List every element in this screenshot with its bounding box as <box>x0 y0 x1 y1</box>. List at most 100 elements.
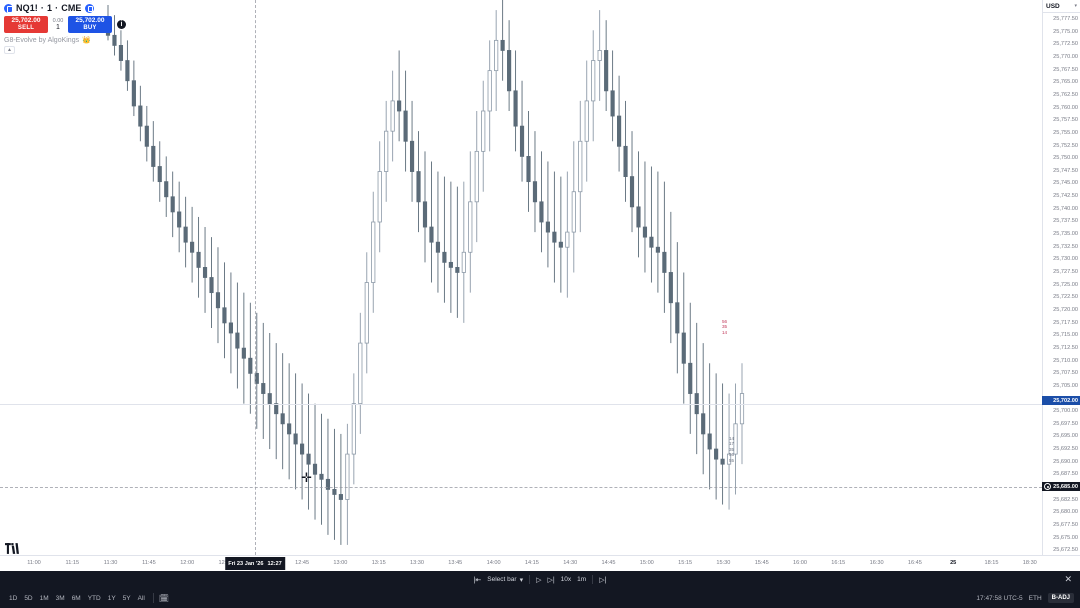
timeframe-all[interactable]: All <box>137 594 145 602</box>
timeframe-5d[interactable]: 5D <box>24 594 33 602</box>
buy-label: BUY <box>83 24 97 31</box>
select-bar-button[interactable]: Select bar ▾ <box>487 576 523 584</box>
price-tick: 25,680.00 <box>1053 509 1078 516</box>
bid-volume-value: 56 <box>729 452 735 458</box>
symbol-logo-icon <box>4 3 13 13</box>
timeframe-list: 1D 5D 1M 3M 6M YTD 1Y 5Y All <box>6 593 148 604</box>
time-tick: 13:15 <box>371 560 386 566</box>
symbol-ticker[interactable]: NQ1! <box>16 3 38 13</box>
crosshair-time: 12:27 <box>267 560 282 567</box>
legend-collapse-button[interactable]: ▲ <box>4 46 15 54</box>
spread-value: 0.00 <box>52 17 64 24</box>
chart-legend: NQ1! · 1 · CME 25,702.00 SELL 0.00 1 25,… <box>4 2 126 54</box>
price-tick: 25,732.50 <box>1053 243 1078 250</box>
time-tick: 11:15 <box>65 560 80 566</box>
chart-canvas[interactable]: ✛ 56 35 14 14 17 35 56 55 NQ1! · 1 · CME <box>0 0 1042 555</box>
symbol-row[interactable]: NQ1! · 1 · CME <box>4 2 126 14</box>
price-axis[interactable]: USD ▾ 25,777.50 25,775.00 25,772.50 25,770.… <box>1042 0 1080 555</box>
time-tick: 11:30 <box>103 560 118 566</box>
price-tick: 25,695.00 <box>1053 433 1078 440</box>
jump-to-start-icon[interactable]: |⇤ <box>473 576 482 584</box>
crown-icon: 👑 <box>82 37 91 44</box>
calendar-icon[interactable]: 🗓 <box>158 593 170 603</box>
crosshair-time-label: Fri 23 Jan '26 12:27 <box>225 557 285 570</box>
time-tick: 18:30 <box>1022 560 1037 566</box>
play-icon[interactable]: ▷ <box>536 576 542 584</box>
tv-logo-icon <box>5 543 19 554</box>
order-quantity[interactable]: 1 <box>56 23 60 31</box>
time-tick: 16:45 <box>907 560 922 566</box>
time-tick: 15:00 <box>639 560 654 566</box>
symbol-exchange: CME <box>61 3 82 13</box>
timeframe-6m[interactable]: 6M <box>71 594 81 602</box>
timeframe-1m[interactable]: 1M <box>39 594 49 602</box>
price-tick: 25,687.50 <box>1053 471 1078 478</box>
time-tick: 11:00 <box>27 560 41 566</box>
time-tick: 12:00 <box>180 560 195 566</box>
time-tick: 14:15 <box>524 560 539 566</box>
timeframe-ytd[interactable]: YTD <box>87 594 101 602</box>
price-tick: 25,752.50 <box>1053 142 1078 149</box>
crosshair-date: Fri 23 Jan '26 <box>228 560 264 567</box>
timeframe-1y[interactable]: 1Y <box>107 594 116 602</box>
jump-to-end-icon[interactable]: ▷| <box>599 576 607 584</box>
price-tick: 25,677.50 <box>1053 522 1078 528</box>
last-price-value: 25,702.00 <box>1053 397 1078 404</box>
price-tick: 25,672.50 <box>1053 547 1078 554</box>
symbol-interval[interactable]: 1 <box>47 3 53 13</box>
price-tick: 25,717.50 <box>1053 319 1078 326</box>
price-tick: 25,757.50 <box>1053 117 1078 124</box>
time-tick: 15:45 <box>754 560 769 566</box>
time-tick: 14:45 <box>601 560 616 566</box>
price-tick: 25,725.00 <box>1053 281 1078 288</box>
sell-button[interactable]: 25,702.00 SELL <box>4 16 48 33</box>
price-tick: 25,705.00 <box>1053 382 1078 389</box>
info-icon[interactable]: i <box>117 20 126 29</box>
price-tick: 25,675.00 <box>1053 534 1078 541</box>
indicator-brand-row[interactable]: G8-Evolve by AlgoKings 👑 <box>4 36 126 45</box>
close-icon[interactable]: ✕ <box>1064 574 1072 584</box>
time-tick: 13:30 <box>410 560 424 566</box>
timeframe-1d[interactable]: 1D <box>9 594 18 602</box>
playback-resolution-button[interactable]: 1m <box>577 576 587 583</box>
price-tick: 25,770.00 <box>1053 53 1078 60</box>
crosshair-price-label: 25,685.00 <box>1042 482 1080 491</box>
price-tick: 25,740.00 <box>1053 205 1078 212</box>
price-tick: 25,750.00 <box>1053 155 1078 162</box>
currency-selector[interactable]: USD ▾ <box>1043 0 1080 13</box>
source-badge-icon[interactable] <box>84 3 94 13</box>
adjustment-badge[interactable]: B-ADJ <box>1047 593 1074 603</box>
indicator-name[interactable]: G8-Evolve by AlgoKings <box>4 36 80 44</box>
candlestick-series <box>105 0 745 545</box>
tradingview-watermark-logo <box>5 543 20 557</box>
last-price-label[interactable]: 25,702.00 <box>1042 396 1080 405</box>
bid-volume-value: 35 <box>729 446 735 452</box>
step-forward-icon[interactable]: ▷| <box>547 576 555 584</box>
price-tick: 25,720.00 <box>1053 306 1078 313</box>
price-tick: 25,747.50 <box>1053 167 1078 174</box>
crosshair-vertical-line <box>255 0 256 555</box>
time-tick: 16:15 <box>831 560 846 566</box>
crosshair-horizontal-line <box>0 487 1042 488</box>
clock-time[interactable]: 17:47:58 UTC-5 <box>976 594 1023 602</box>
price-tick: 25,737.50 <box>1053 218 1078 225</box>
time-tick: 14:00 <box>486 560 501 566</box>
session-label[interactable]: ETH <box>1028 594 1042 602</box>
price-tick: 25,715.00 <box>1053 332 1078 339</box>
ask-volume-cluster: 56 35 14 <box>722 319 727 335</box>
chevron-down-icon: ▾ <box>519 576 524 584</box>
timeframe-3m[interactable]: 3M <box>55 594 65 602</box>
price-tick: 25,727.50 <box>1053 269 1078 275</box>
buy-button[interactable]: 25,702.00 BUY <box>68 16 112 33</box>
price-tick: 25,767.50 <box>1053 66 1078 73</box>
spread-indicator: 0.00 1 <box>51 18 65 32</box>
price-tick: 25,730.00 <box>1053 256 1078 263</box>
time-axis[interactable]: 11:0011:1511:3011:4512:0012:1512:3012:45… <box>0 555 1080 571</box>
timeframe-5y[interactable]: 5Y <box>122 594 131 602</box>
bid-volume-value: 17 <box>729 441 735 447</box>
legend-separator: · <box>55 3 59 13</box>
bid-volume-value: 55 <box>729 457 735 463</box>
price-tick: 25,755.00 <box>1053 129 1078 136</box>
playback-speed-button[interactable]: 10x <box>560 576 572 583</box>
